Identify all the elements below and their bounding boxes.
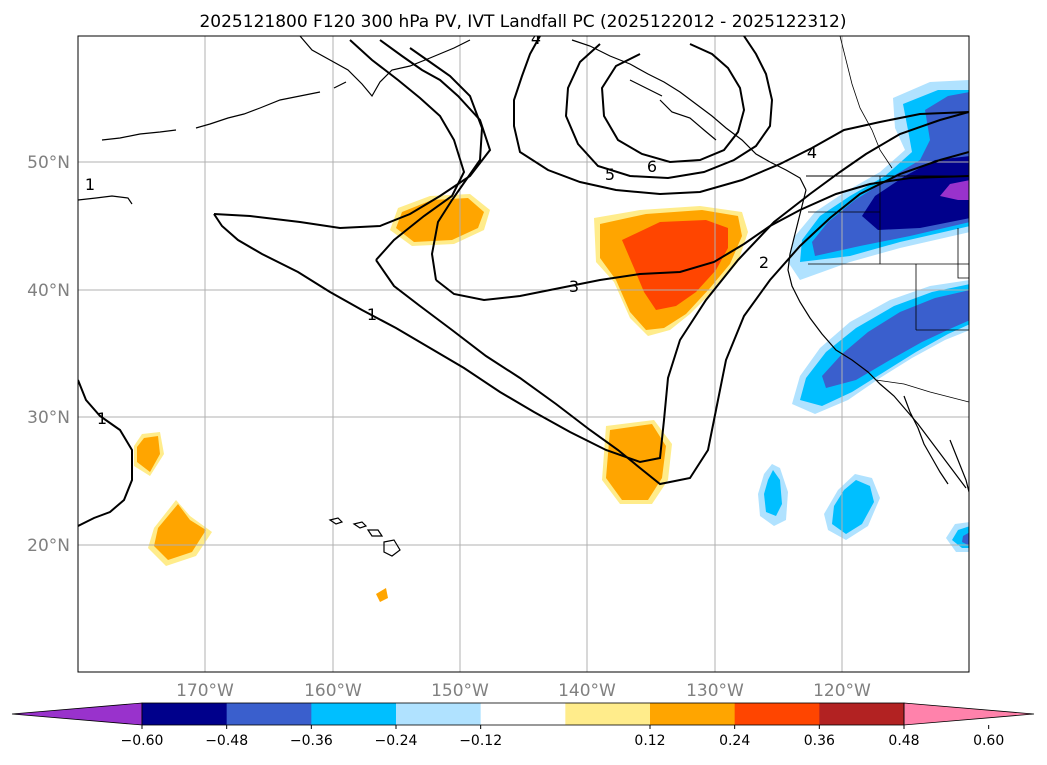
coast-alaska-gulf [299, 36, 471, 98]
coast-aleutians [101, 81, 347, 141]
colorbar-tick-label: 0.24 [719, 733, 750, 749]
lon-label: 120°W [813, 681, 871, 701]
colorbar: −0.60 −0.48 −0.36 −0.24 −0.12 0.12 0.24 0.36 0.4… [11, 702, 1035, 749]
colorbar-extension-low [11, 702, 143, 726]
colorbar-segment [565, 703, 651, 725]
pv-contour-5 [564, 36, 774, 180]
coast-bc-islands [629, 79, 717, 141]
colorbar-segment [819, 703, 905, 725]
contour-label: 4 [807, 143, 817, 162]
colorbar-segment [311, 703, 397, 725]
coast-mexico [949, 439, 969, 493]
lat-label: 20°N [27, 536, 70, 556]
colorbar-tick-label: −0.60 [121, 733, 164, 749]
contour-label: 1 [85, 175, 95, 194]
pv-contour-4 [513, 36, 969, 196]
coast-far-west [78, 195, 133, 205]
coastlines [78, 36, 969, 557]
contour-label: 2 [759, 253, 769, 272]
colorbar-segment [734, 703, 820, 725]
colorbar-tick-label: 0.12 [634, 733, 665, 749]
negative-anomaly-north-strong [862, 156, 969, 230]
colorbar-tick-label: −0.24 [375, 733, 418, 749]
colorbar-ticks: −0.60 −0.48 −0.36 −0.24 −0.12 0.12 0.24 0.36 0.4… [121, 725, 1004, 749]
pv-contour-1-south [213, 111, 969, 464]
lat-label: 30°N [27, 408, 70, 428]
colorbar-tick-label: 0.36 [804, 733, 835, 749]
colorbar-segment [142, 703, 228, 725]
contour-label: 3 [569, 277, 579, 296]
map-panel: 1 1 1 2 3 4 4 5 6 [77, 29, 970, 673]
colorbar-frame [141, 702, 905, 726]
border-us-states [808, 176, 969, 403]
negative-anomaly-north-max [940, 180, 969, 200]
colorbar-segment [396, 703, 482, 725]
coast-us-west [787, 189, 967, 489]
negative-anomaly-south-mid [822, 290, 969, 388]
positive-anomaly-tiny [376, 588, 388, 602]
gridlines [78, 36, 969, 672]
lon-label: 150°W [431, 681, 489, 701]
lon-label: 140°W [558, 681, 616, 701]
colorbar-tick-label: 0.48 [888, 733, 919, 749]
lon-label: 170°W [176, 681, 234, 701]
colorbar-tick-label: −0.48 [205, 733, 248, 749]
negative-anomaly-blob-a-core [764, 470, 782, 516]
lat-label: 50°N [27, 153, 70, 173]
latitude-labels: 50°N 40°N 30°N 20°N [27, 153, 70, 556]
colorbar-tick-label: −0.36 [290, 733, 333, 749]
contour-label: 6 [647, 157, 657, 176]
negative-anomaly-blob-c-mid [962, 532, 969, 546]
coast-hawaii [328, 517, 401, 557]
colorbar-tick-label: −0.12 [459, 733, 502, 749]
pv-contours [78, 36, 969, 527]
contour-labels: 1 1 1 2 3 4 4 5 6 [85, 29, 817, 428]
colorbar-extension-high [903, 702, 1035, 726]
positive-anomaly-central-max [622, 220, 728, 310]
contour-label: 1 [97, 409, 107, 428]
colorbar-segments [11, 702, 1035, 726]
longitude-labels: 170°W 160°W 150°W 140°W 130°W 120°W [176, 681, 871, 701]
contour-label: 5 [605, 165, 615, 184]
positive-anomaly-far-west-a-core [137, 436, 160, 472]
colorbar-segment [650, 703, 736, 725]
lon-label: 130°W [686, 681, 744, 701]
contour-label: 4 [531, 29, 541, 48]
positive-anomaly-south-core [606, 424, 666, 500]
figure-title: 2025121800 F120 300 hPa PV, IVT Landfall… [199, 12, 846, 32]
map-frame [77, 35, 970, 673]
coast-baja [903, 395, 949, 485]
lat-label: 40°N [27, 281, 70, 301]
pv-contour-2 [349, 39, 969, 486]
pv-contour-1-far-west [78, 379, 133, 527]
pv-contour-3 [409, 47, 969, 302]
colorbar-segment [480, 703, 566, 725]
positive-anomaly-far-west-b-core [154, 504, 206, 560]
border-canada-provinces [839, 36, 893, 169]
colorbar-segment [226, 703, 312, 725]
contour-label: 1 [367, 305, 377, 324]
pv-contour-6 [600, 43, 746, 164]
lon-label: 160°W [304, 681, 362, 701]
colorbar-tick-label: 0.60 [973, 733, 1004, 749]
filled-anomaly-layer [134, 80, 969, 602]
coast-se-alaska [571, 39, 807, 191]
